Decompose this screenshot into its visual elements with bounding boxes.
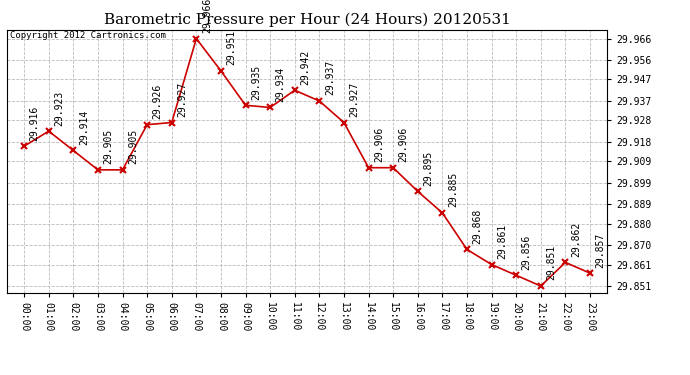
- Text: 29.927: 29.927: [177, 82, 187, 117]
- Text: 29.942: 29.942: [300, 50, 310, 85]
- Text: 29.861: 29.861: [497, 224, 507, 259]
- Text: 29.914: 29.914: [79, 110, 89, 145]
- Text: 29.905: 29.905: [104, 129, 113, 164]
- Text: 29.926: 29.926: [152, 84, 163, 119]
- Text: 29.906: 29.906: [399, 127, 408, 162]
- Text: 29.934: 29.934: [276, 67, 286, 102]
- Title: Barometric Pressure per Hour (24 Hours) 20120531: Barometric Pressure per Hour (24 Hours) …: [104, 13, 511, 27]
- Text: 29.895: 29.895: [424, 151, 433, 186]
- Text: 29.885: 29.885: [448, 172, 458, 207]
- Text: 29.937: 29.937: [325, 60, 335, 96]
- Text: 29.851: 29.851: [546, 245, 556, 280]
- Text: 29.857: 29.857: [595, 232, 606, 268]
- Text: 29.951: 29.951: [226, 30, 237, 65]
- Text: 29.935: 29.935: [251, 64, 261, 100]
- Text: Copyright 2012 Cartronics.com: Copyright 2012 Cartronics.com: [10, 32, 166, 40]
- Text: 29.923: 29.923: [55, 90, 64, 126]
- Text: 29.856: 29.856: [522, 234, 532, 270]
- Text: 29.905: 29.905: [128, 129, 138, 164]
- Text: 29.916: 29.916: [30, 105, 40, 141]
- Text: 29.906: 29.906: [374, 127, 384, 162]
- Text: 29.966: 29.966: [202, 0, 212, 33]
- Text: 29.927: 29.927: [350, 82, 359, 117]
- Text: 29.868: 29.868: [473, 209, 482, 244]
- Text: 29.862: 29.862: [571, 222, 581, 257]
